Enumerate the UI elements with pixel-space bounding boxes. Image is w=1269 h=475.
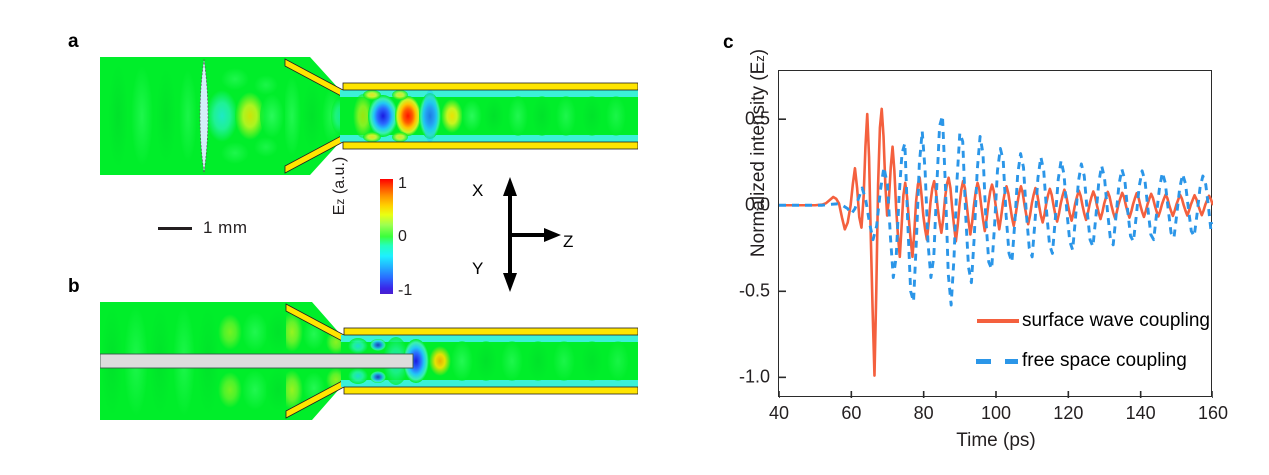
colorbar-units: (a.u.) [331,156,348,195]
lens-element-a [199,58,209,174]
x-tick-label: 100 [980,403,1012,423]
waveguide-field-a [340,90,638,142]
field-map-b [100,302,638,420]
x-tick-label: 40 [768,403,790,423]
plot-area: 0.5 0.0 -0.5 -1.0 40 60 80 100 120 140 160 surfac… [739,70,1228,423]
simulation-panel-a [100,57,638,175]
axis-arrows-icon [503,177,561,292]
y-tick-label: 0.5 [744,108,770,129]
axis-label-z: Z [563,232,574,251]
waveguide-plate-bottom-b [343,386,638,395]
panel-label-b: b [68,276,80,297]
chart-x-axis-label: Time (ps) [956,430,1036,451]
legend-swatch-dashed-icon [975,354,1021,368]
x-tick-label: 80 [913,403,934,423]
free-space-region-a [100,57,285,175]
chart-y-axis-label: Normalized intensity (Ez) [748,8,770,298]
chart-legend: surface wave coupling free space couplin… [975,301,1225,381]
waveguide-plate-top-b [343,327,638,336]
chart-panel-c: Normalized intensity (Ez) 0.5 0.0 -0.5 -1.0… [700,30,1260,470]
legend-item-surface-wave: surface wave coupling [975,301,1225,341]
panel-label-a: a [68,31,79,52]
x-tick-label: 140 [1125,403,1156,423]
colorbar-quantity: E [331,204,348,216]
axis-label-y: Y [472,259,484,278]
waveguide-plate-top-a [342,82,638,91]
plot-curves [779,107,1213,398]
x-tick-label: 60 [841,403,862,423]
series-1-line [779,107,1213,377]
data-series-layer [779,107,1213,377]
legend-label-surface-wave: surface wave coupling [1022,310,1210,331]
metal-rod-b [100,353,414,369]
colorbar-gradient [380,179,393,294]
panel-label-c: c [723,32,734,53]
colorbar-tick-min: -1 [398,282,413,299]
legend-label-free-space: free space coupling [1022,350,1187,371]
colorbar-axis-label: Ez (a.u.) [331,146,349,226]
x-tick-label: 120 [1053,403,1084,423]
colorbar-tick-max: 1 [398,175,407,192]
waveguide-plate-bottom-a [342,141,638,150]
y-tick-label: 0.0 [744,194,770,215]
scale-bar-line [158,226,192,230]
x-tick-label: 160 [1197,403,1229,423]
field-map-a [100,57,638,175]
series-2-line [779,114,1213,307]
scale-bar: 1 mm [158,218,248,238]
colorbar-tick-mid: 0 [398,228,407,245]
colorbar-quantity-subscript: z [333,198,347,205]
y-tick-label: -1.0 [738,366,770,387]
y-axis-label-tail: ) [748,48,769,56]
simulation-panel-b [100,302,638,420]
y-axis-label-text: Normalized intensity (E [748,61,769,258]
scale-bar-label: 1 mm [203,218,248,237]
axis-label-x: X [472,181,484,200]
legend-item-free-space: free space coupling [975,341,1225,381]
y-axis-label-subscript: z [752,55,767,62]
legend-swatch-solid-icon [975,314,1021,328]
axis-orientation-indicator: X Y Z [466,172,586,297]
y-tick-label: -0.5 [738,280,770,301]
